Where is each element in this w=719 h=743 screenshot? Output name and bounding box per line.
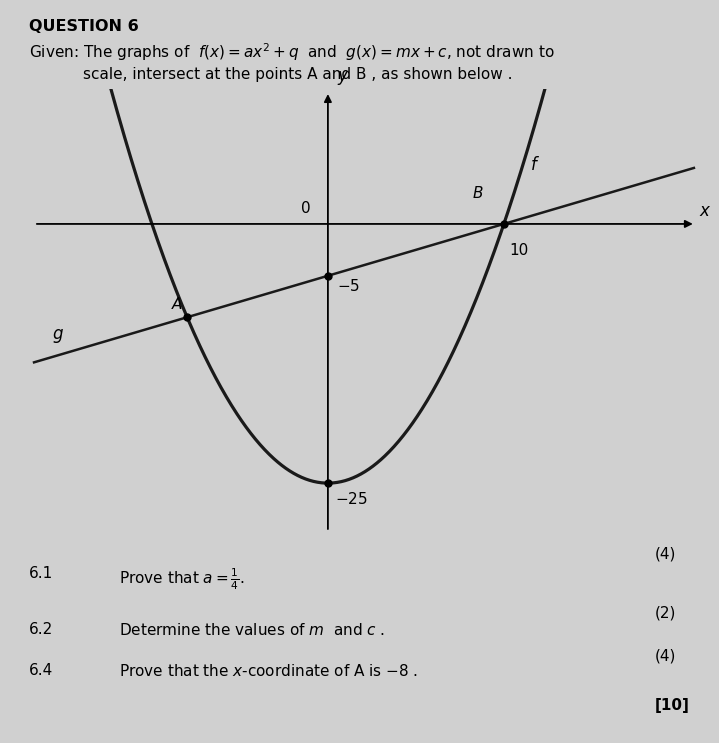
Text: 0: 0 bbox=[301, 201, 311, 215]
Text: Given: The graphs of  $f(x) = ax^2 + q$  and  $g(x) = mx + c$, not drawn to: Given: The graphs of $f(x) = ax^2 + q$ a… bbox=[29, 41, 554, 62]
Text: $-5$: $-5$ bbox=[336, 278, 360, 293]
Text: $-25$: $-25$ bbox=[335, 491, 367, 507]
Text: $f$: $f$ bbox=[531, 156, 540, 174]
Text: (4): (4) bbox=[654, 546, 676, 561]
Text: QUESTION 6: QUESTION 6 bbox=[29, 19, 139, 33]
Text: $x$: $x$ bbox=[699, 202, 712, 220]
Text: [10]: [10] bbox=[654, 698, 690, 713]
Text: 10: 10 bbox=[509, 243, 528, 258]
Text: $y$: $y$ bbox=[336, 69, 349, 87]
Text: B: B bbox=[472, 186, 482, 201]
Text: 6.2: 6.2 bbox=[29, 622, 53, 637]
Text: (4): (4) bbox=[654, 649, 676, 663]
Text: Prove that the $x$-coordinate of A is $-8$ .: Prove that the $x$-coordinate of A is $-… bbox=[119, 663, 418, 680]
Text: scale, intersect at the points A and B , as shown below .: scale, intersect at the points A and B ,… bbox=[83, 67, 512, 82]
Text: 6.4: 6.4 bbox=[29, 663, 53, 678]
Text: (2): (2) bbox=[654, 606, 676, 620]
Text: 6.1: 6.1 bbox=[29, 566, 53, 581]
Text: Prove that $a = \frac{1}{4}$.: Prove that $a = \frac{1}{4}$. bbox=[119, 566, 244, 591]
Text: Determine the values of $m$  and $c$ .: Determine the values of $m$ and $c$ . bbox=[119, 622, 385, 638]
Text: $g$: $g$ bbox=[52, 327, 64, 345]
Text: A: A bbox=[171, 297, 182, 312]
